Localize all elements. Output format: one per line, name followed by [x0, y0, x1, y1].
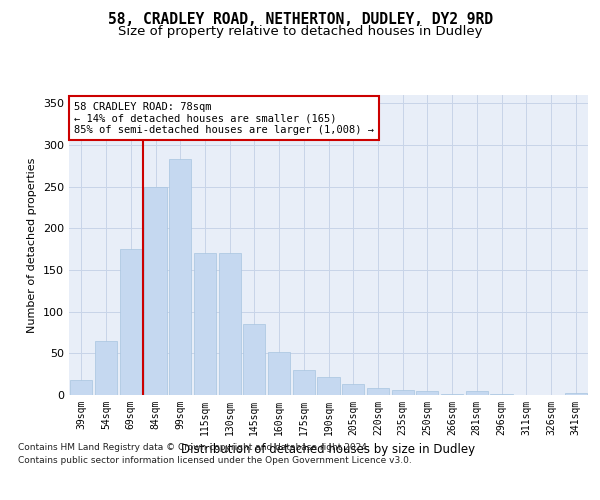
Text: Contains public sector information licensed under the Open Government Licence v3: Contains public sector information licen…: [18, 456, 412, 465]
Text: 58 CRADLEY ROAD: 78sqm
← 14% of detached houses are smaller (165)
85% of semi-de: 58 CRADLEY ROAD: 78sqm ← 14% of detached…: [74, 102, 374, 135]
Bar: [218, 254, 241, 395]
Bar: [342, 384, 364, 395]
Bar: [194, 254, 216, 395]
Bar: [466, 391, 488, 395]
Bar: [169, 159, 191, 395]
Text: 58, CRADLEY ROAD, NETHERTON, DUDLEY, DY2 9RD: 58, CRADLEY ROAD, NETHERTON, DUDLEY, DY2…: [107, 12, 493, 28]
Bar: [70, 380, 92, 395]
Bar: [441, 394, 463, 395]
Text: Size of property relative to detached houses in Dudley: Size of property relative to detached ho…: [118, 25, 482, 38]
Bar: [416, 391, 439, 395]
Y-axis label: Number of detached properties: Number of detached properties: [28, 158, 37, 332]
Bar: [392, 390, 414, 395]
Bar: [243, 324, 265, 395]
Bar: [293, 370, 315, 395]
Bar: [268, 352, 290, 395]
Bar: [145, 186, 167, 395]
X-axis label: Distribution of detached houses by size in Dudley: Distribution of detached houses by size …: [181, 444, 476, 456]
Bar: [565, 394, 587, 395]
Bar: [119, 249, 142, 395]
Text: Contains HM Land Registry data © Crown copyright and database right 2024.: Contains HM Land Registry data © Crown c…: [18, 442, 370, 452]
Bar: [490, 394, 512, 395]
Bar: [367, 388, 389, 395]
Bar: [95, 341, 117, 395]
Bar: [317, 376, 340, 395]
